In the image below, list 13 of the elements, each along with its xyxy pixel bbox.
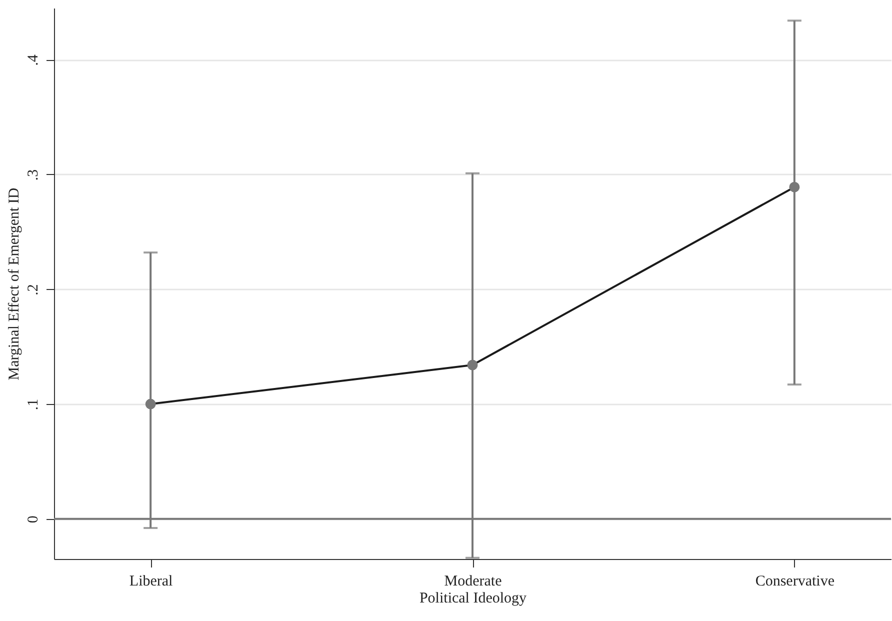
- point: [145, 398, 156, 410]
- y-tick-label: .1: [26, 398, 42, 410]
- y-tick-label: .3: [26, 169, 42, 181]
- x-tick-label: Moderate: [444, 574, 502, 590]
- x-axis-title: Political Ideology: [419, 590, 528, 606]
- y-tick-label: 0: [26, 516, 42, 524]
- point: [467, 360, 478, 370]
- x-tick-label: Liberal: [129, 574, 173, 590]
- x-tick-label: Conservative: [755, 574, 835, 590]
- y-tick-label: .2: [26, 284, 42, 296]
- y-axis-title: Marginal Effect of Emergent ID: [6, 188, 22, 380]
- point: [789, 182, 800, 192]
- y-tick-label: .4: [26, 54, 42, 66]
